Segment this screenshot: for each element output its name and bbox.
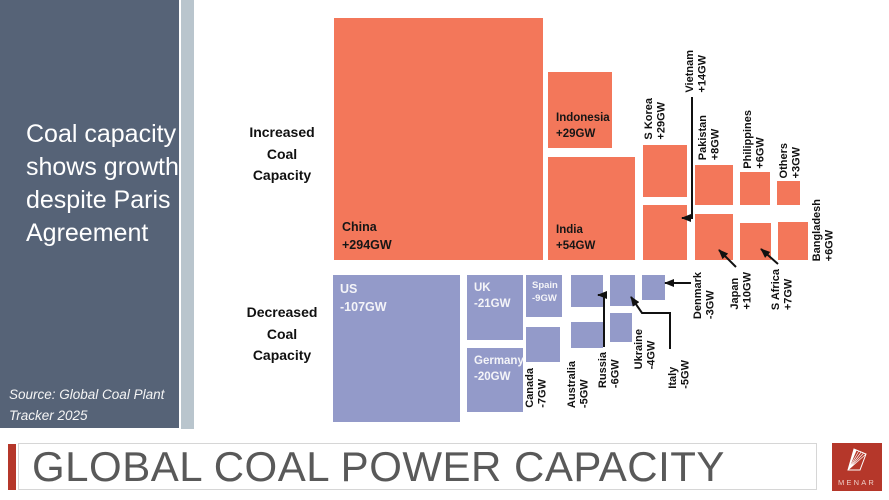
block-us: US -107GW xyxy=(333,275,460,422)
label-russia: Russia -6GW xyxy=(597,351,622,388)
block-uk-label: UK -21GW xyxy=(474,282,511,310)
block-us-label: US -107GW xyxy=(340,282,387,314)
block-australia xyxy=(571,322,603,348)
page-title: GLOBAL COAL POWER CAPACITY xyxy=(32,442,725,490)
title-accent-bar xyxy=(8,444,16,490)
increased-section-label: Increased Coal Capacity xyxy=(249,124,315,183)
label-japan: Japan +10GW xyxy=(729,272,754,310)
block-spain-label: Spain -9GW xyxy=(532,280,558,304)
label-canada: Canada -7GW xyxy=(524,368,549,408)
block-india-label: India +54GW xyxy=(556,224,596,252)
label-pakistan: Pakistan +8GW xyxy=(697,114,722,160)
block-skorea xyxy=(643,145,687,197)
block-indonesia-label: Indonesia +29GW xyxy=(556,112,610,140)
block-pakistan xyxy=(695,165,733,205)
label-bangladesh: Bangladesh +6GW xyxy=(811,198,836,261)
label-australia: Australia -5GW xyxy=(566,360,591,408)
source-note: Source: Global Coal Plant Tracker 2025 xyxy=(9,387,165,423)
block-china-label: China +294GW xyxy=(342,220,392,252)
block-others xyxy=(777,181,800,205)
block-spain: Spain -9GW xyxy=(526,275,562,317)
block-ukraine xyxy=(610,313,632,342)
label-vietnam: Vietnam +14GW xyxy=(684,50,709,93)
block-indonesia: Indonesia +29GW xyxy=(548,72,612,148)
decreased-section-label: Decreased Coal Capacity xyxy=(246,304,318,363)
block-russia xyxy=(571,275,603,307)
block-philippines xyxy=(740,172,770,205)
block-vietnam xyxy=(643,205,687,260)
block-china: China +294GW xyxy=(334,18,543,260)
block-denmark xyxy=(642,275,665,300)
menar-logo-text: MENAR xyxy=(837,478,877,487)
label-italy: Italy -5GW xyxy=(667,360,692,389)
block-bangladesh xyxy=(778,222,808,260)
block-uk: UK -21GW xyxy=(467,275,523,340)
block-canada xyxy=(526,327,560,362)
label-skorea: S Korea +29GW xyxy=(643,98,668,140)
vertical-stripe xyxy=(181,0,194,429)
sidebar: Coal capacity shows growth despite Paris… xyxy=(0,0,179,428)
label-ukraine: Ukraine -4GW xyxy=(633,328,658,369)
block-germany-label: Germany -20GW xyxy=(474,355,524,383)
menar-logo: MENAR xyxy=(832,443,882,491)
label-denmark: Denmark -3GW xyxy=(692,271,717,319)
label-safrica: S Africa +7GW xyxy=(770,268,795,310)
block-safrica xyxy=(740,223,771,260)
block-india: India +54GW xyxy=(548,157,635,260)
label-philippines: Philippines +6GW xyxy=(742,110,767,169)
slide-headline: Coal capacity shows growth despite Paris… xyxy=(26,120,179,247)
block-japan xyxy=(695,214,733,260)
menar-logo-icon xyxy=(847,448,867,471)
footer-title-box: GLOBAL COAL POWER CAPACITY xyxy=(18,443,817,490)
label-others: Others +3GW xyxy=(778,142,803,178)
block-italy xyxy=(610,275,635,306)
block-germany: Germany -20GW xyxy=(467,348,524,412)
